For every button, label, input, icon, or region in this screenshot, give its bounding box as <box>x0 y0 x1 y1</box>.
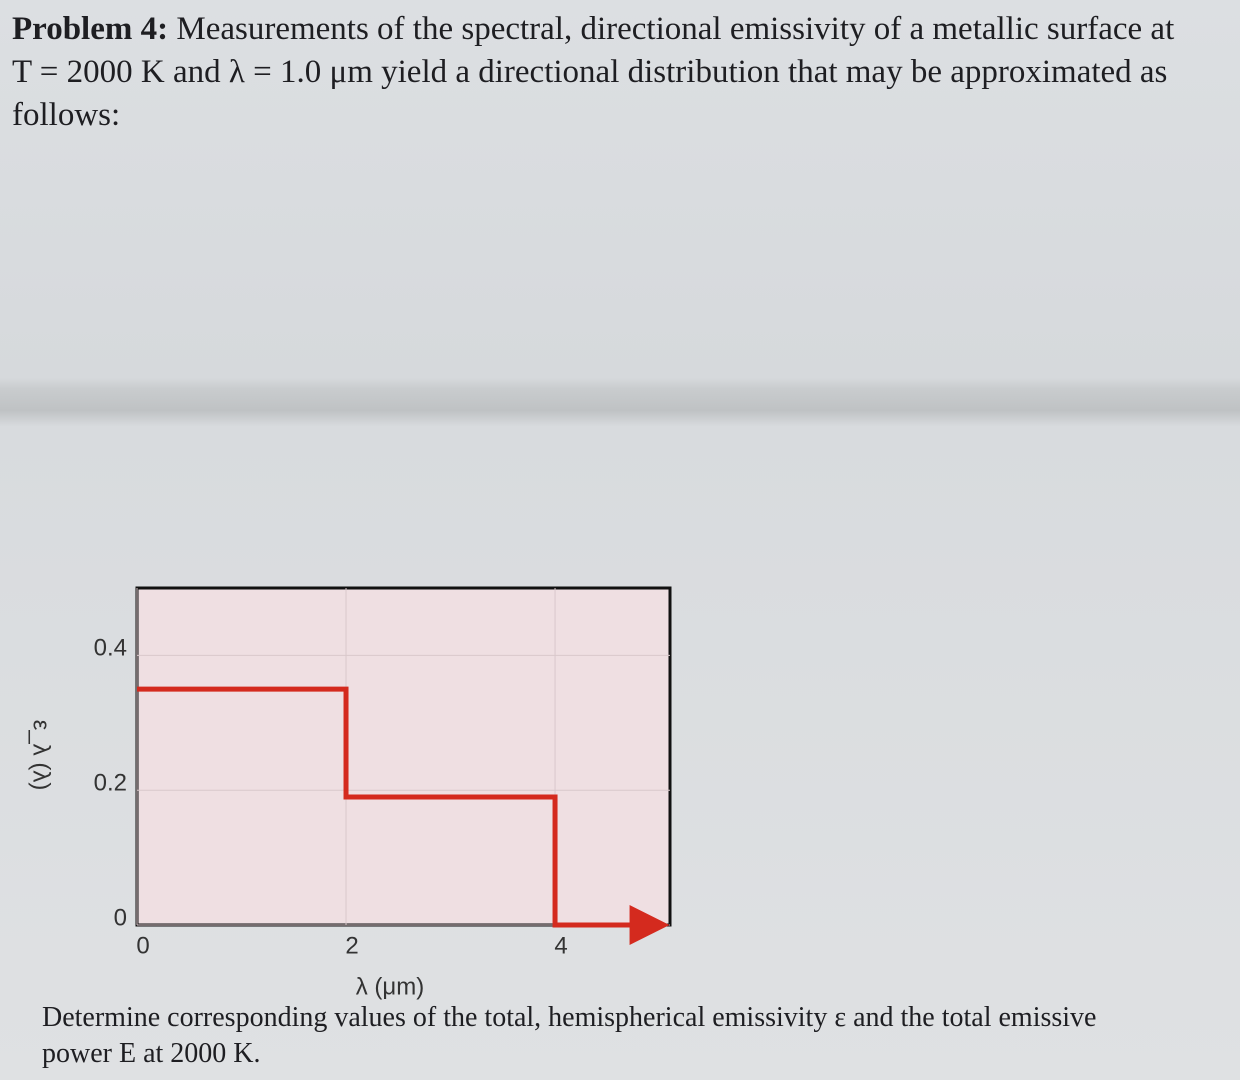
y-axis-label: ε_λ (λ) <box>28 720 55 791</box>
y-tick-label: 0.2 <box>94 770 127 797</box>
question: Determine corresponding values of the to… <box>42 1002 1097 1069</box>
x-axis-label: λ (μm) <box>356 973 424 1000</box>
step-line <box>137 686 670 945</box>
chart: λ (μm) ε_λ (λ) 0 0.2 0.4 0 2 4 <box>28 586 672 1000</box>
problem-text: Measurements of the spectral, directiona… <box>12 11 1175 133</box>
x-tick-label: 0 <box>136 932 149 959</box>
x-tick-label: 2 <box>345 932 358 959</box>
x-tick-label: 4 <box>554 932 567 959</box>
plot-area <box>135 586 672 927</box>
y-tick-label: 0.4 <box>94 635 127 662</box>
problem-label: Problem 4: <box>12 11 169 47</box>
y-tick-label: 0 <box>114 904 127 931</box>
problem: Problem 4: Measurements of the spectral,… <box>12 8 1192 137</box>
